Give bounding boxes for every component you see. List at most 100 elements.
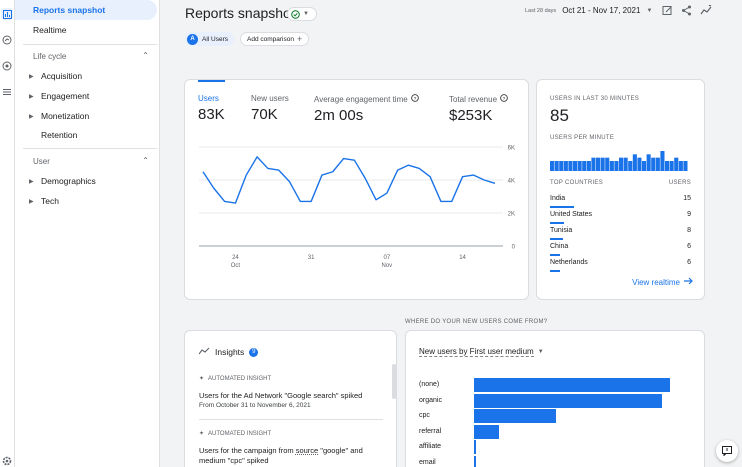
- chevron-up-icon[interactable]: ⌃: [142, 51, 149, 60]
- nav-demographics-label: Demographics: [41, 176, 96, 186]
- metric-total-revenue[interactable]: Total revenue? $253K: [449, 94, 508, 124]
- insights-card: Insights 9 ✦ AUTOMATED INSIGHT Users for …: [184, 330, 397, 467]
- advertising-icon[interactable]: [1, 60, 13, 72]
- country-row[interactable]: United States 9: [550, 211, 691, 227]
- insight-title: Users for the Ad Network "Google search"…: [199, 391, 363, 400]
- help-icon[interactable]: ?: [410, 94, 419, 104]
- nav-acquisition-label: Acquisition: [41, 71, 83, 81]
- insights-trend-icon[interactable]: [700, 4, 712, 18]
- per-minute-bar: [669, 161, 674, 171]
- insight-tag: AUTOMATED INSIGHT: [208, 430, 272, 437]
- reports-icon[interactable]: [1, 8, 13, 20]
- country-users: 9: [687, 211, 691, 218]
- insights-title[interactable]: Insights 9: [198, 347, 259, 357]
- per-minute-bar: [554, 161, 559, 171]
- all-users-chip[interactable]: A All Users: [185, 32, 235, 46]
- nav-section-user[interactable]: User: [33, 157, 50, 166]
- country-row[interactable]: Tunisia 8: [550, 227, 691, 243]
- nav-acquisition[interactable]: ▶ Acquisition: [15, 66, 157, 86]
- per-minute-bar: [605, 157, 610, 171]
- per-minute-bar: [614, 161, 619, 171]
- view-realtime-link[interactable]: View realtime: [632, 277, 693, 287]
- country-users: 8: [687, 227, 691, 234]
- overview-card: Users 83K New users 70K Average engageme…: [184, 79, 529, 300]
- nav-retention[interactable]: Retention: [15, 125, 157, 145]
- users-column-header: USERS: [668, 180, 691, 186]
- help-icon[interactable]: ?: [500, 94, 508, 104]
- admin-gear-icon[interactable]: [1, 455, 13, 467]
- caret-right-icon: ▶: [29, 198, 34, 205]
- per-minute-bar: [665, 161, 670, 171]
- insight-title: Users for the campaign from source "goog…: [199, 446, 383, 466]
- active-tab-indicator: [198, 80, 225, 82]
- per-minute-bar: [637, 157, 642, 171]
- country-row[interactable]: India 15: [550, 195, 691, 211]
- caret-right-icon: ▶: [29, 73, 34, 80]
- per-minute-bar: [619, 157, 624, 171]
- medium-bar[interactable]: [474, 378, 670, 392]
- chevron-up-icon[interactable]: ⌃: [142, 156, 149, 165]
- insight-item[interactable]: ✦ AUTOMATED INSIGHT Users for the campaig…: [199, 430, 383, 466]
- per-minute-bar: [655, 157, 660, 171]
- nav-sidebar: Reports snapshot Realtime Life cycle ⌃ ▶…: [15, 0, 160, 467]
- x-tick-label: 07: [384, 255, 391, 261]
- metric-new-users[interactable]: New users 70K: [251, 94, 289, 123]
- country-name: Tunisia: [550, 227, 573, 234]
- medium-label: referral: [419, 427, 442, 435]
- sparkle-icon: ✦: [199, 376, 205, 382]
- country-name: China: [550, 243, 569, 250]
- per-minute-bar: [678, 161, 683, 171]
- medium-bar[interactable]: [474, 409, 557, 423]
- date-range-picker[interactable]: Last 28 days Oct 21 - Nov 17, 2021 ▼: [525, 6, 652, 15]
- medium-bar[interactable]: [474, 393, 663, 408]
- nav-monetization[interactable]: ▶ Monetization: [15, 106, 157, 126]
- nav-reports-snapshot[interactable]: Reports snapshot: [15, 0, 157, 20]
- series-line: [202, 156, 496, 204]
- add-comparison-button[interactable]: Add comparison +: [240, 32, 310, 46]
- country-share-bar: [550, 270, 560, 272]
- medium-label: cpc: [419, 412, 430, 419]
- svg-text:?: ?: [503, 96, 506, 102]
- new-users-dropdown[interactable]: New users by First user medium ▼: [419, 347, 544, 357]
- nav-engagement[interactable]: ▶ Engagement: [15, 86, 157, 106]
- per-minute-bar: [628, 161, 633, 171]
- medium-bar[interactable]: [474, 455, 476, 467]
- metric-users[interactable]: Users 83K: [198, 94, 225, 123]
- nav-demographics[interactable]: ▶ Demographics: [15, 171, 157, 191]
- metric-avg-engagement[interactable]: Average engagement time? 2m 00s: [314, 94, 419, 124]
- comparison-chips: A All Users Add comparison +: [185, 32, 310, 46]
- feedback-button[interactable]: [716, 440, 738, 462]
- nav-realtime[interactable]: Realtime: [33, 25, 67, 35]
- share-icon[interactable]: [681, 5, 692, 18]
- view-realtime-label: View realtime: [632, 277, 680, 287]
- medium-bar[interactable]: [474, 440, 476, 454]
- per-minute-bar: [651, 157, 656, 171]
- nav-section-life-cycle[interactable]: Life cycle: [33, 52, 67, 61]
- country-row[interactable]: China 6: [550, 243, 691, 259]
- nav-tech[interactable]: ▶ Tech: [15, 191, 157, 211]
- configure-icon[interactable]: [1, 86, 13, 98]
- chevron-down-icon: ▼: [646, 7, 653, 14]
- medium-bar[interactable]: [474, 424, 500, 439]
- customize-report-icon[interactable]: [662, 5, 673, 18]
- caret-right-icon: ▶: [29, 178, 34, 185]
- feedback-icon: [722, 446, 732, 456]
- explore-icon[interactable]: [1, 34, 13, 46]
- status-check-button[interactable]: ▼: [287, 7, 317, 21]
- country-name: United States: [550, 211, 593, 218]
- caret-right-icon: ▶: [29, 93, 34, 100]
- metric-value: $253K: [449, 107, 493, 124]
- x-tick-month-label: Nov: [382, 263, 393, 269]
- country-users: 6: [687, 243, 691, 250]
- country-users: 15: [683, 195, 691, 202]
- insight-term: source: [295, 446, 319, 455]
- insight-item[interactable]: ✦ AUTOMATED INSIGHT Users for the Ad Netw…: [199, 375, 383, 410]
- all-users-label: All Users: [202, 35, 229, 43]
- scrollbar[interactable]: [392, 364, 396, 399]
- medium-label: affiliate: [419, 443, 442, 450]
- x-tick-month-label: Oct: [231, 263, 241, 269]
- check-circle-icon: [291, 9, 300, 19]
- medium-label: (none): [419, 381, 440, 388]
- per-minute-bar: [674, 157, 679, 171]
- country-row[interactable]: Netherlands 6: [550, 259, 691, 275]
